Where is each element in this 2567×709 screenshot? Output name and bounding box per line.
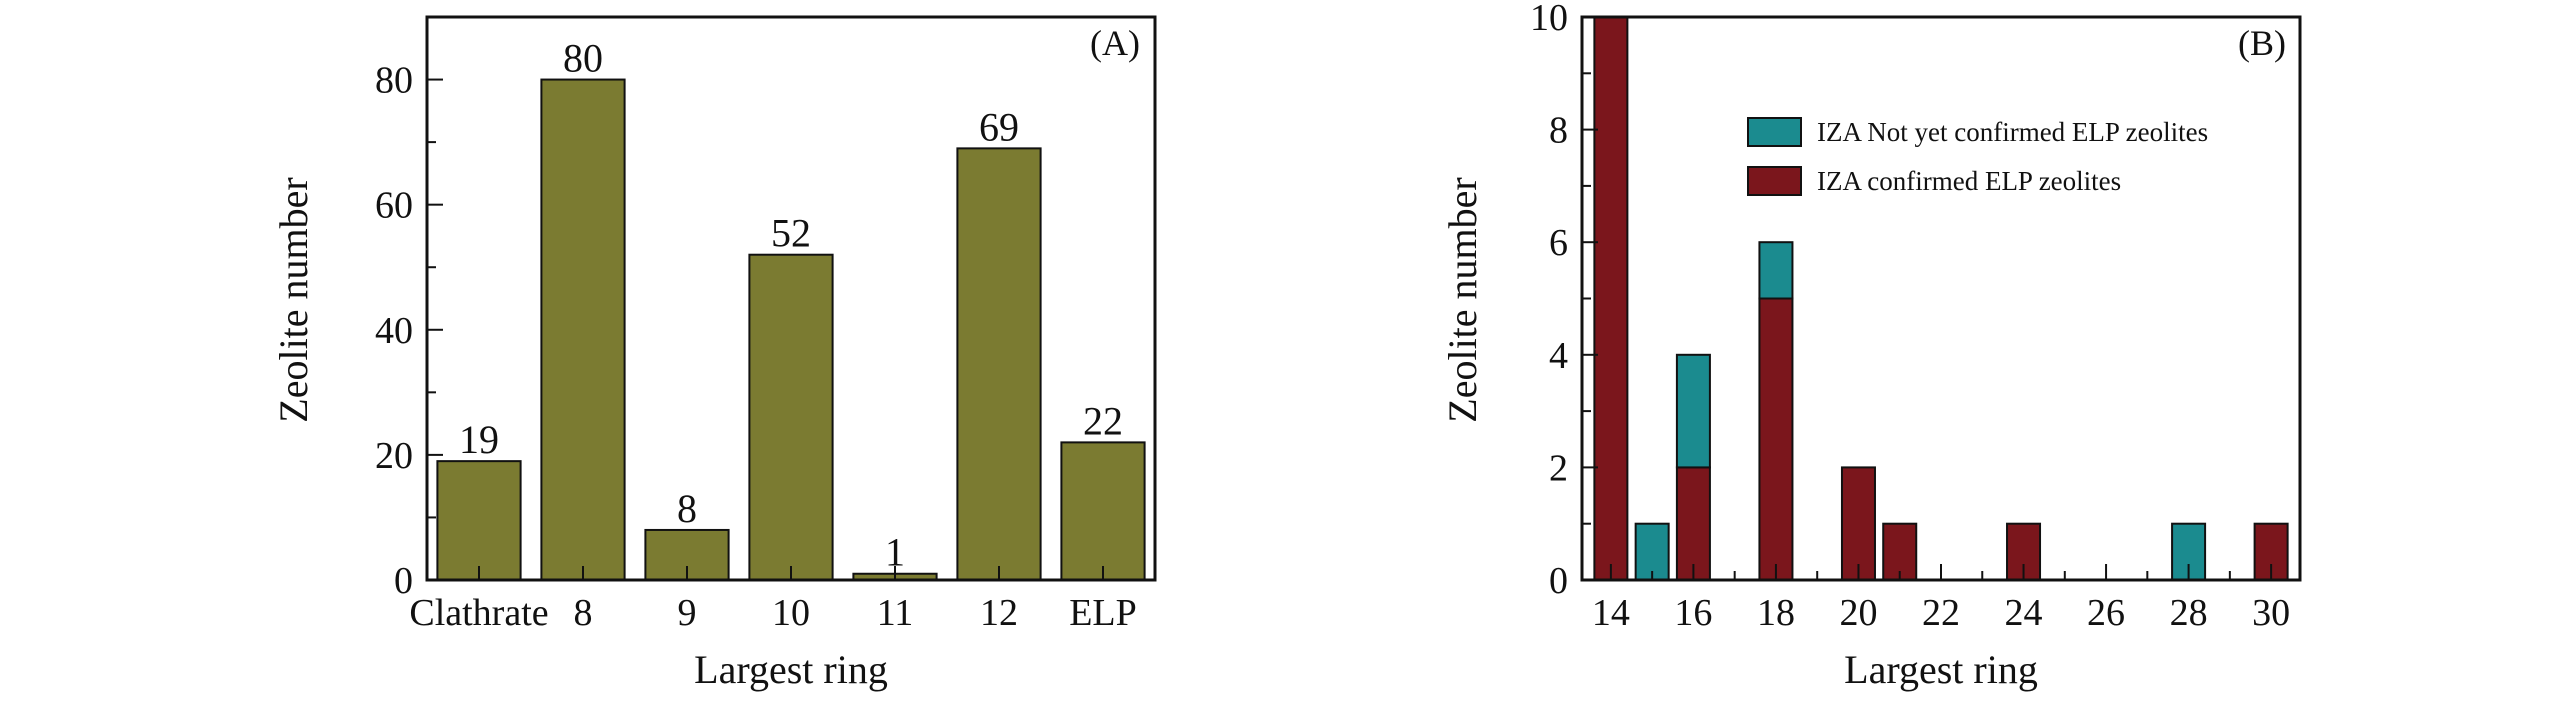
x-tick-label: 24 [2005,592,2043,634]
x-tick-label: 22 [1922,592,1960,634]
x-tick-label: Clathrate [409,592,548,634]
bar-segment [1634,522,1670,582]
data-label: 1 [885,530,905,575]
bar-10 [748,253,834,581]
y-axis-title-b: Zeolite number [1440,177,1485,422]
x-tick-label: 16 [1674,592,1712,634]
data-label: 19 [459,417,499,462]
data-label: 22 [1083,398,1123,443]
chart-panel-a: 19 80 8 52 1 69 22 0 20 40 60 80 Clathrate 8 9 10 11 12… [271,15,1157,692]
data-label: 69 [979,104,1019,149]
bar-12 [956,147,1042,581]
legend-label: IZA Not yet confirmed ELP zeolites [1817,117,2208,147]
y-tick-label: 0 [1549,560,1568,602]
y-tick-label: 80 [375,60,413,102]
bar-segment [1675,353,1711,469]
panel-label-a: (A) [1090,23,1140,63]
plot-frame-b [1580,15,2302,582]
data-label: 8 [677,486,697,531]
y-tick-label: 8 [1549,110,1568,152]
bar-segment [1758,241,1794,300]
x-tick-label: 18 [1757,592,1795,634]
x-tick-label: 20 [1839,592,1877,634]
bar-elp [1060,441,1146,581]
legend-swatch [1747,166,1802,196]
y-axis-b: 0 2 4 6 8 10 [1530,0,1598,602]
y-tick-label: 20 [375,435,413,477]
x-tick-label: 10 [772,592,810,634]
x-tick-label: 12 [980,592,1018,634]
y-tick-label: 4 [1549,335,1568,377]
data-labels-a: 19 80 8 52 1 69 22 [459,36,1123,575]
x-axis-b: 14 16 18 20 22 24 26 28 30 [1592,564,2290,634]
x-tick-label: 26 [2087,592,2125,634]
data-label: 52 [771,211,811,256]
y-tick-label: 60 [375,185,413,227]
bars-a [436,78,1146,582]
data-label: 80 [563,36,603,81]
x-tick-label: 11 [877,592,914,634]
x-axis-a: Clathrate 8 9 10 11 12 ELP [409,566,1137,634]
y-tick-label: 2 [1549,447,1568,489]
y-tick-label: 6 [1549,222,1568,264]
x-tick-label: 14 [1592,592,1630,634]
x-tick-label: 9 [678,592,697,634]
bar-segment [1675,466,1711,581]
plot-frame-a [425,15,1157,582]
bar-segment [1840,466,1876,581]
x-tick-label: 30 [2252,592,2290,634]
x-tick-label: 8 [574,592,593,634]
x-axis-title-b: Largest ring [1844,647,2038,692]
bar-segment [1758,297,1794,581]
bar-8 [540,78,626,582]
bar-clathrate [436,460,522,581]
y-tick-label: 0 [394,560,413,602]
panel-label-b: (B) [2238,23,2286,63]
x-tick-label: ELP [1069,592,1137,634]
legend-label: IZA confirmed ELP zeolites [1817,166,2121,196]
x-axis-title-a: Largest ring [694,647,888,692]
bar-segment [1593,16,1629,581]
y-axis-title-a: Zeolite number [271,177,316,422]
y-axis-a: 0 20 40 60 80 [375,16,443,602]
y-tick-label: 10 [1530,0,1568,39]
x-tick-label: 28 [2170,592,2208,634]
y-tick-label: 40 [375,310,413,352]
bars-b [1593,16,2289,582]
legend-swatch [1747,117,1802,147]
legend: IZA Not yet confirmed ELP zeolites IZA co… [1747,117,2208,196]
